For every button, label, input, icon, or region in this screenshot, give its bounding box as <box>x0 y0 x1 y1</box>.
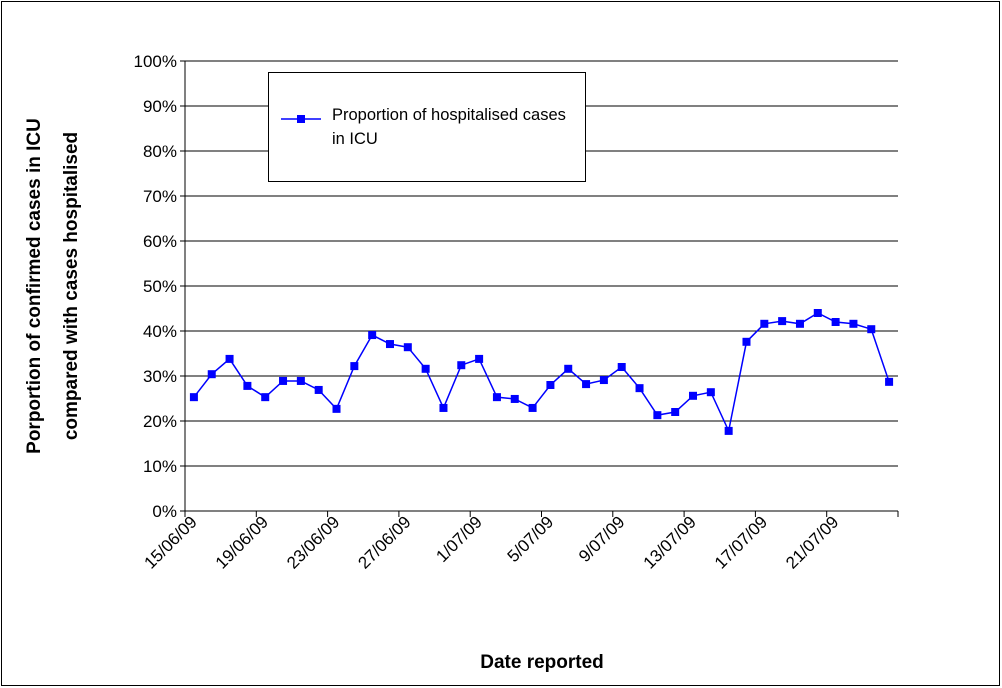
point <box>653 411 662 420</box>
point <box>528 403 537 412</box>
point <box>599 376 608 385</box>
point <box>492 393 501 402</box>
point <box>243 381 252 390</box>
point <box>421 364 430 373</box>
point <box>885 377 894 386</box>
x-axis-title: Date reported <box>480 652 604 673</box>
point <box>475 354 484 363</box>
point <box>617 363 626 371</box>
y-tick-label: 10% <box>143 457 177 476</box>
legend: Proportion of hospitalised cases in ICU <box>268 72 586 182</box>
point <box>403 343 412 352</box>
series-line <box>193 312 890 434</box>
y-tick-label: 100% <box>134 52 177 71</box>
point <box>332 404 341 413</box>
point <box>385 340 394 349</box>
point <box>189 393 198 402</box>
point <box>671 408 680 416</box>
point <box>813 309 822 317</box>
point <box>831 318 840 326</box>
point <box>225 354 234 363</box>
point <box>314 385 323 394</box>
y-axis-title: compared with cases hospitalised <box>61 132 82 440</box>
point <box>510 394 519 403</box>
y-tick-label: 70% <box>143 187 177 206</box>
legend-symbol <box>281 115 321 123</box>
point <box>296 376 305 385</box>
y-axis-title: Porportion of confirmed cases in ICU <box>24 118 45 454</box>
point <box>207 370 216 379</box>
point <box>350 362 359 371</box>
point <box>439 403 448 412</box>
point <box>279 376 288 385</box>
point <box>457 361 466 370</box>
point <box>546 381 555 389</box>
point <box>724 426 733 435</box>
y-tick-label: 80% <box>143 142 177 161</box>
y-tick-label: 40% <box>143 322 177 341</box>
point <box>635 384 644 393</box>
point <box>564 364 573 373</box>
y-tick-label: 60% <box>143 232 177 251</box>
y-tick-label: 20% <box>143 412 177 431</box>
point <box>261 393 270 402</box>
point <box>689 391 698 400</box>
point <box>849 319 858 328</box>
legend-label: Proportion of hospitalised cases in ICU <box>332 106 566 148</box>
point <box>778 317 787 326</box>
y-tick-label: 0% <box>152 502 177 521</box>
y-tick-label: 50% <box>143 277 177 296</box>
point <box>706 388 715 397</box>
point <box>582 380 591 389</box>
point <box>795 319 804 328</box>
point <box>760 319 769 328</box>
point <box>867 325 876 334</box>
point <box>742 337 751 346</box>
point <box>368 331 377 340</box>
y-tick-label: 90% <box>143 97 177 116</box>
legend-marker <box>297 115 305 123</box>
y-tick-label: 30% <box>143 367 177 386</box>
